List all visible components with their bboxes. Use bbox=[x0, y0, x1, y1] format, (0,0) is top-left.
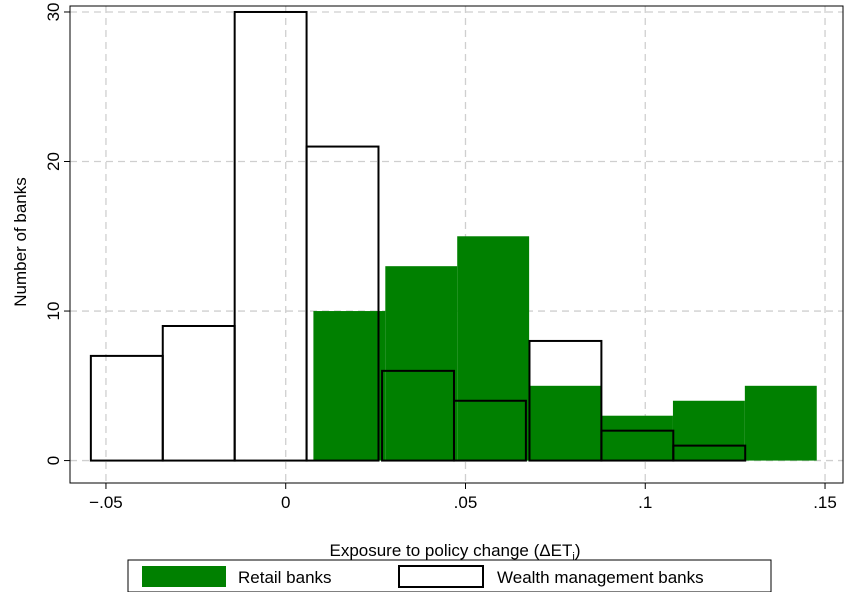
wealth-bar-8 bbox=[672, 444, 747, 462]
y-tick-label-3: 30 bbox=[44, 3, 63, 22]
retail-bar-0 bbox=[313, 311, 386, 461]
retail-bar-5 bbox=[672, 400, 745, 461]
x-tick-label-2: .05 bbox=[454, 493, 478, 512]
wealth-bars bbox=[89, 10, 747, 462]
x-tick-label-0: −.05 bbox=[89, 493, 123, 512]
wealth-bar-3 bbox=[305, 145, 380, 462]
y-tick-label-2: 20 bbox=[44, 152, 63, 171]
retail-bar-3 bbox=[529, 385, 602, 461]
legend-swatch-wealth bbox=[398, 565, 484, 588]
plot-area-frame bbox=[69, 5, 844, 484]
wealth-bar-0 bbox=[89, 354, 164, 462]
legend-label-retail: Retail banks bbox=[238, 568, 332, 587]
x-axis-title: Exposure to policy change (ΔETi) bbox=[329, 541, 580, 563]
y-axis-title: Number of banks bbox=[11, 177, 30, 306]
retail-bars bbox=[313, 236, 817, 461]
wealth-bar-2 bbox=[233, 10, 308, 462]
wealth-bar-6 bbox=[528, 339, 603, 462]
retail-bar-1 bbox=[385, 266, 458, 461]
y-axis: 0 10 20 30 bbox=[44, 3, 70, 465]
retail-bar-4 bbox=[601, 415, 673, 461]
x-axis: −.05 0 .05 .1 .15 bbox=[89, 483, 837, 512]
x-tick-label-3: .1 bbox=[638, 493, 652, 512]
retail-bar-6 bbox=[744, 385, 817, 461]
x-tick-label-4: .15 bbox=[813, 493, 837, 512]
retail-bar-2 bbox=[457, 236, 530, 461]
wealth-bar-5 bbox=[452, 399, 527, 462]
wealth-bar-1 bbox=[161, 324, 236, 462]
y-tick-label-1: 10 bbox=[44, 302, 63, 321]
y-tick-label-0: 0 bbox=[44, 456, 63, 465]
x-tick-label-1: 0 bbox=[281, 493, 290, 512]
legend-swatch-retail bbox=[142, 566, 226, 587]
legend: Retail banks Wealth management banks bbox=[127, 559, 772, 592]
legend-label-wealth: Wealth management banks bbox=[497, 568, 704, 587]
